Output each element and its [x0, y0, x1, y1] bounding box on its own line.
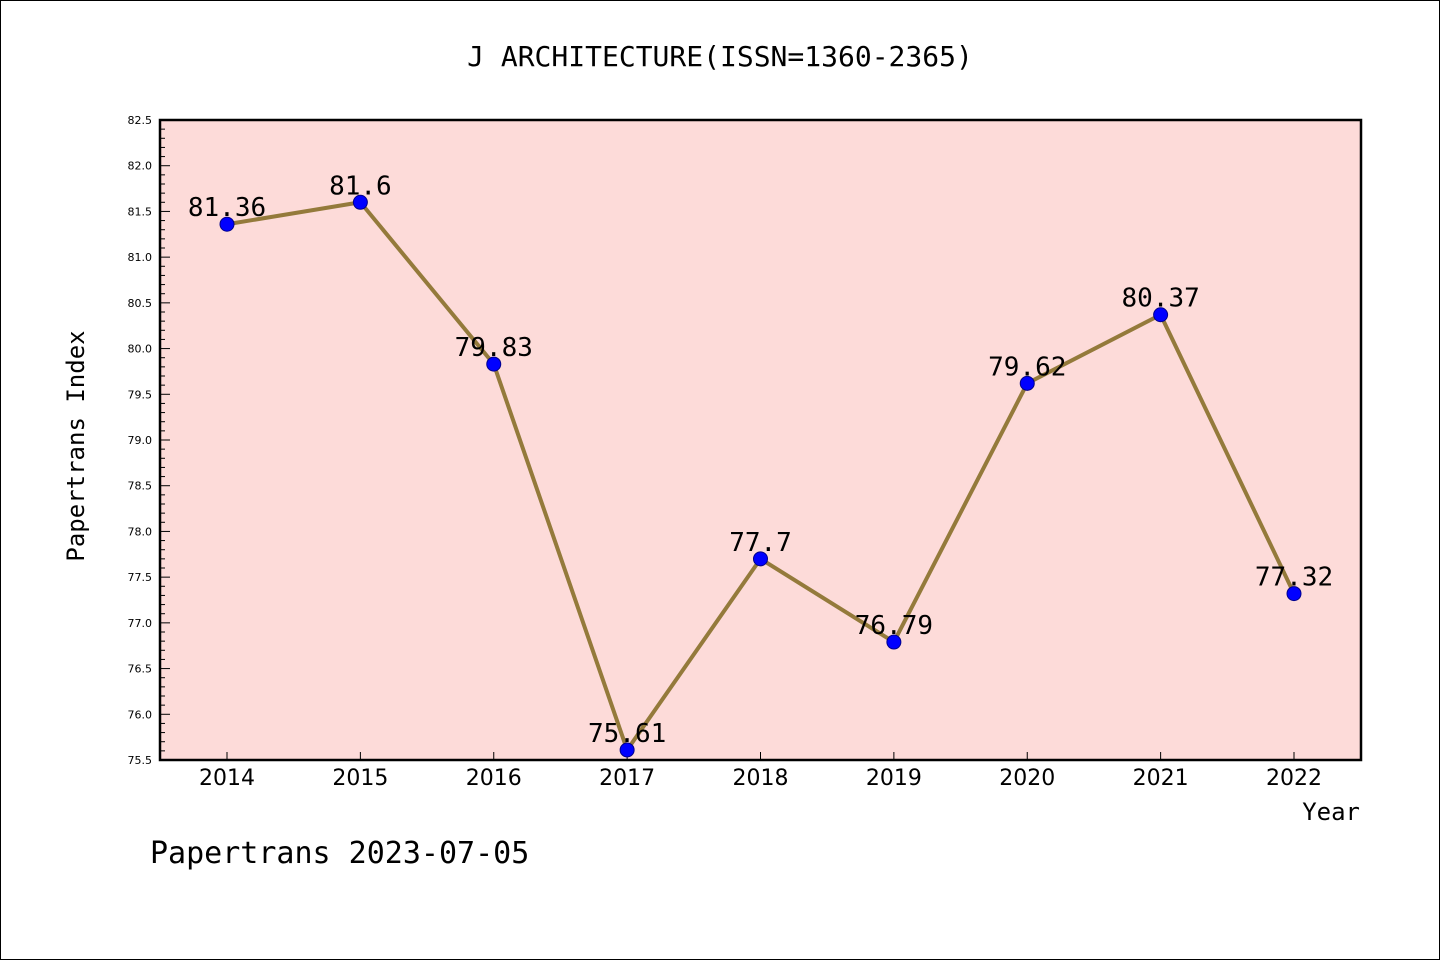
data-point [753, 551, 768, 567]
plot-area [160, 120, 1361, 760]
x-tick-label: 2018 [733, 766, 789, 791]
y-tick-label: 82.5 [128, 114, 153, 127]
x-tick-label: 2021 [1133, 766, 1189, 791]
y-tick-label: 76.5 [128, 663, 153, 676]
data-label: 81.6 [329, 171, 392, 201]
x-tick-label: 2016 [466, 766, 522, 791]
x-tick-label: 2014 [199, 766, 255, 791]
y-tick-label: 77.5 [128, 571, 153, 584]
y-tick-label: 78.0 [128, 525, 153, 538]
x-tick-label: 2022 [1266, 766, 1322, 791]
y-tick-label: 80.5 [128, 297, 153, 310]
y-tick-label: 75.5 [128, 754, 153, 767]
y-axis-label: Papertrans Index [62, 330, 90, 561]
chart-title: J ARCHITECTURE(ISSN=1360-2365) [467, 40, 973, 73]
footer-date: Papertrans 2023-07-05 [150, 836, 529, 871]
data-point [886, 634, 902, 650]
data-label: 79.83 [455, 333, 533, 363]
y-tick-label: 78.5 [128, 480, 153, 493]
data-point [1153, 307, 1169, 323]
data-label: 77.7 [729, 528, 792, 558]
data-point [619, 742, 635, 758]
data-label: 81.36 [188, 193, 266, 223]
data-label: 80.37 [1121, 284, 1199, 314]
y-tick-label: 79.5 [128, 388, 153, 401]
data-label: 79.62 [988, 352, 1066, 382]
data-point [486, 356, 502, 372]
y-tick-label: 79.0 [128, 434, 153, 447]
data-label: 77.32 [1255, 563, 1333, 593]
data-point [352, 194, 368, 210]
y-tick-label: 81.5 [128, 205, 153, 218]
x-axis-ticks: 2014 2015 2016 2017 2018 2019 2020 2021 2022 [199, 752, 1322, 791]
x-axis-label: Year [1302, 798, 1360, 826]
x-tick-label: 2019 [866, 766, 922, 791]
data-series [219, 194, 1302, 758]
y-tick-label: 76.0 [128, 708, 153, 721]
data-point [1286, 586, 1302, 602]
x-tick-label: 2017 [599, 766, 655, 791]
x-tick-label: 2020 [999, 766, 1055, 791]
data-labels: 81.36 81.6 79.83 75.61 77.7 76.79 79.62 80.37 77… [188, 171, 1333, 749]
plot-frame [158, 118, 1363, 762]
data-point [219, 216, 235, 232]
y-tick-label: 80.0 [128, 343, 153, 356]
data-label: 75.61 [588, 719, 666, 749]
y-tick-label: 81.0 [128, 251, 153, 264]
y-tick-label: 77.0 [128, 617, 153, 630]
data-label: 76.79 [855, 611, 933, 641]
x-tick-label: 2015 [332, 766, 388, 791]
y-tick-label: 82.0 [128, 160, 153, 173]
data-point [1019, 375, 1035, 391]
